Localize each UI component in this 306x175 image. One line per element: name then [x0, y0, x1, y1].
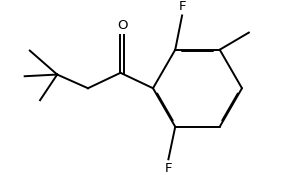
Text: F: F	[178, 0, 186, 13]
Text: O: O	[117, 19, 128, 32]
Text: F: F	[165, 162, 172, 175]
